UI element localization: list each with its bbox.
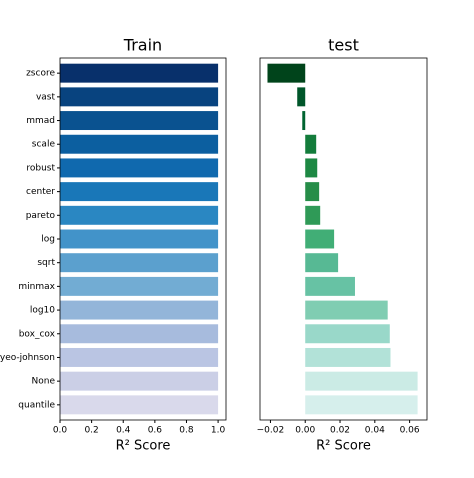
bar (305, 229, 335, 249)
bar (305, 253, 339, 273)
chart-title: Train (123, 36, 162, 55)
bar (60, 111, 219, 131)
y-tick-label: sqrt (37, 258, 55, 268)
y-tick-label: mmad (26, 116, 55, 126)
bar (305, 205, 321, 225)
bar (60, 205, 219, 225)
bar (60, 229, 219, 249)
bar (302, 111, 306, 131)
bar (60, 347, 219, 367)
x-tick-label: 0.8 (179, 426, 194, 436)
y-tick-label: log10 (30, 306, 55, 316)
y-tick-label: log (41, 235, 55, 245)
bar (305, 395, 418, 415)
axes-frame (259, 57, 428, 421)
y-tick-label: pareto (26, 211, 56, 221)
y-tick-label: box_cox (19, 329, 56, 339)
bar (305, 276, 355, 296)
bar (60, 253, 219, 273)
y-tick-label: yeo-johnson (0, 353, 55, 363)
bar (297, 87, 306, 107)
bar (305, 134, 317, 154)
bar (305, 158, 318, 178)
x-tick-label: 0.2 (84, 426, 98, 436)
bar (305, 371, 418, 391)
axes-frame (59, 57, 227, 421)
bar (60, 371, 219, 391)
x-tick-label: 0.00 (295, 426, 315, 436)
x-tick-label: 0.04 (365, 426, 385, 436)
x-tick-label: 0.06 (400, 426, 420, 436)
bar (305, 324, 390, 344)
y-tick-label: robust (26, 163, 55, 173)
x-tick-label: 0.6 (148, 426, 163, 436)
x-tick-label: 0.0 (53, 426, 68, 436)
bar (305, 300, 388, 320)
x-tick-label: −0.02 (257, 426, 285, 436)
bar (60, 63, 219, 83)
bar (60, 395, 219, 415)
bar (305, 347, 391, 367)
x-tick-label: 0.4 (116, 426, 131, 436)
y-tick-label: center (26, 187, 55, 197)
bar (60, 182, 219, 202)
bar (60, 324, 219, 344)
bar (60, 276, 219, 296)
y-tick-label: scale (32, 140, 56, 150)
y-tick-label: None (32, 377, 56, 387)
y-tick-label: vast (36, 92, 56, 102)
bar (60, 300, 219, 320)
bar (267, 63, 306, 83)
bar (60, 158, 219, 178)
x-tick-label: 0.02 (330, 426, 350, 436)
y-tick-label: zscore (26, 69, 55, 79)
y-tick-label: quantile (18, 400, 55, 410)
y-tick-label: minmax (18, 282, 55, 292)
x-tick-label: 1.0 (211, 426, 226, 436)
bar (60, 134, 219, 154)
x-axis-label: R² Score (116, 439, 171, 454)
x-axis-label: R² Score (316, 439, 371, 454)
bar (60, 87, 219, 107)
bar (305, 182, 320, 202)
chart-title: test (328, 36, 359, 55)
